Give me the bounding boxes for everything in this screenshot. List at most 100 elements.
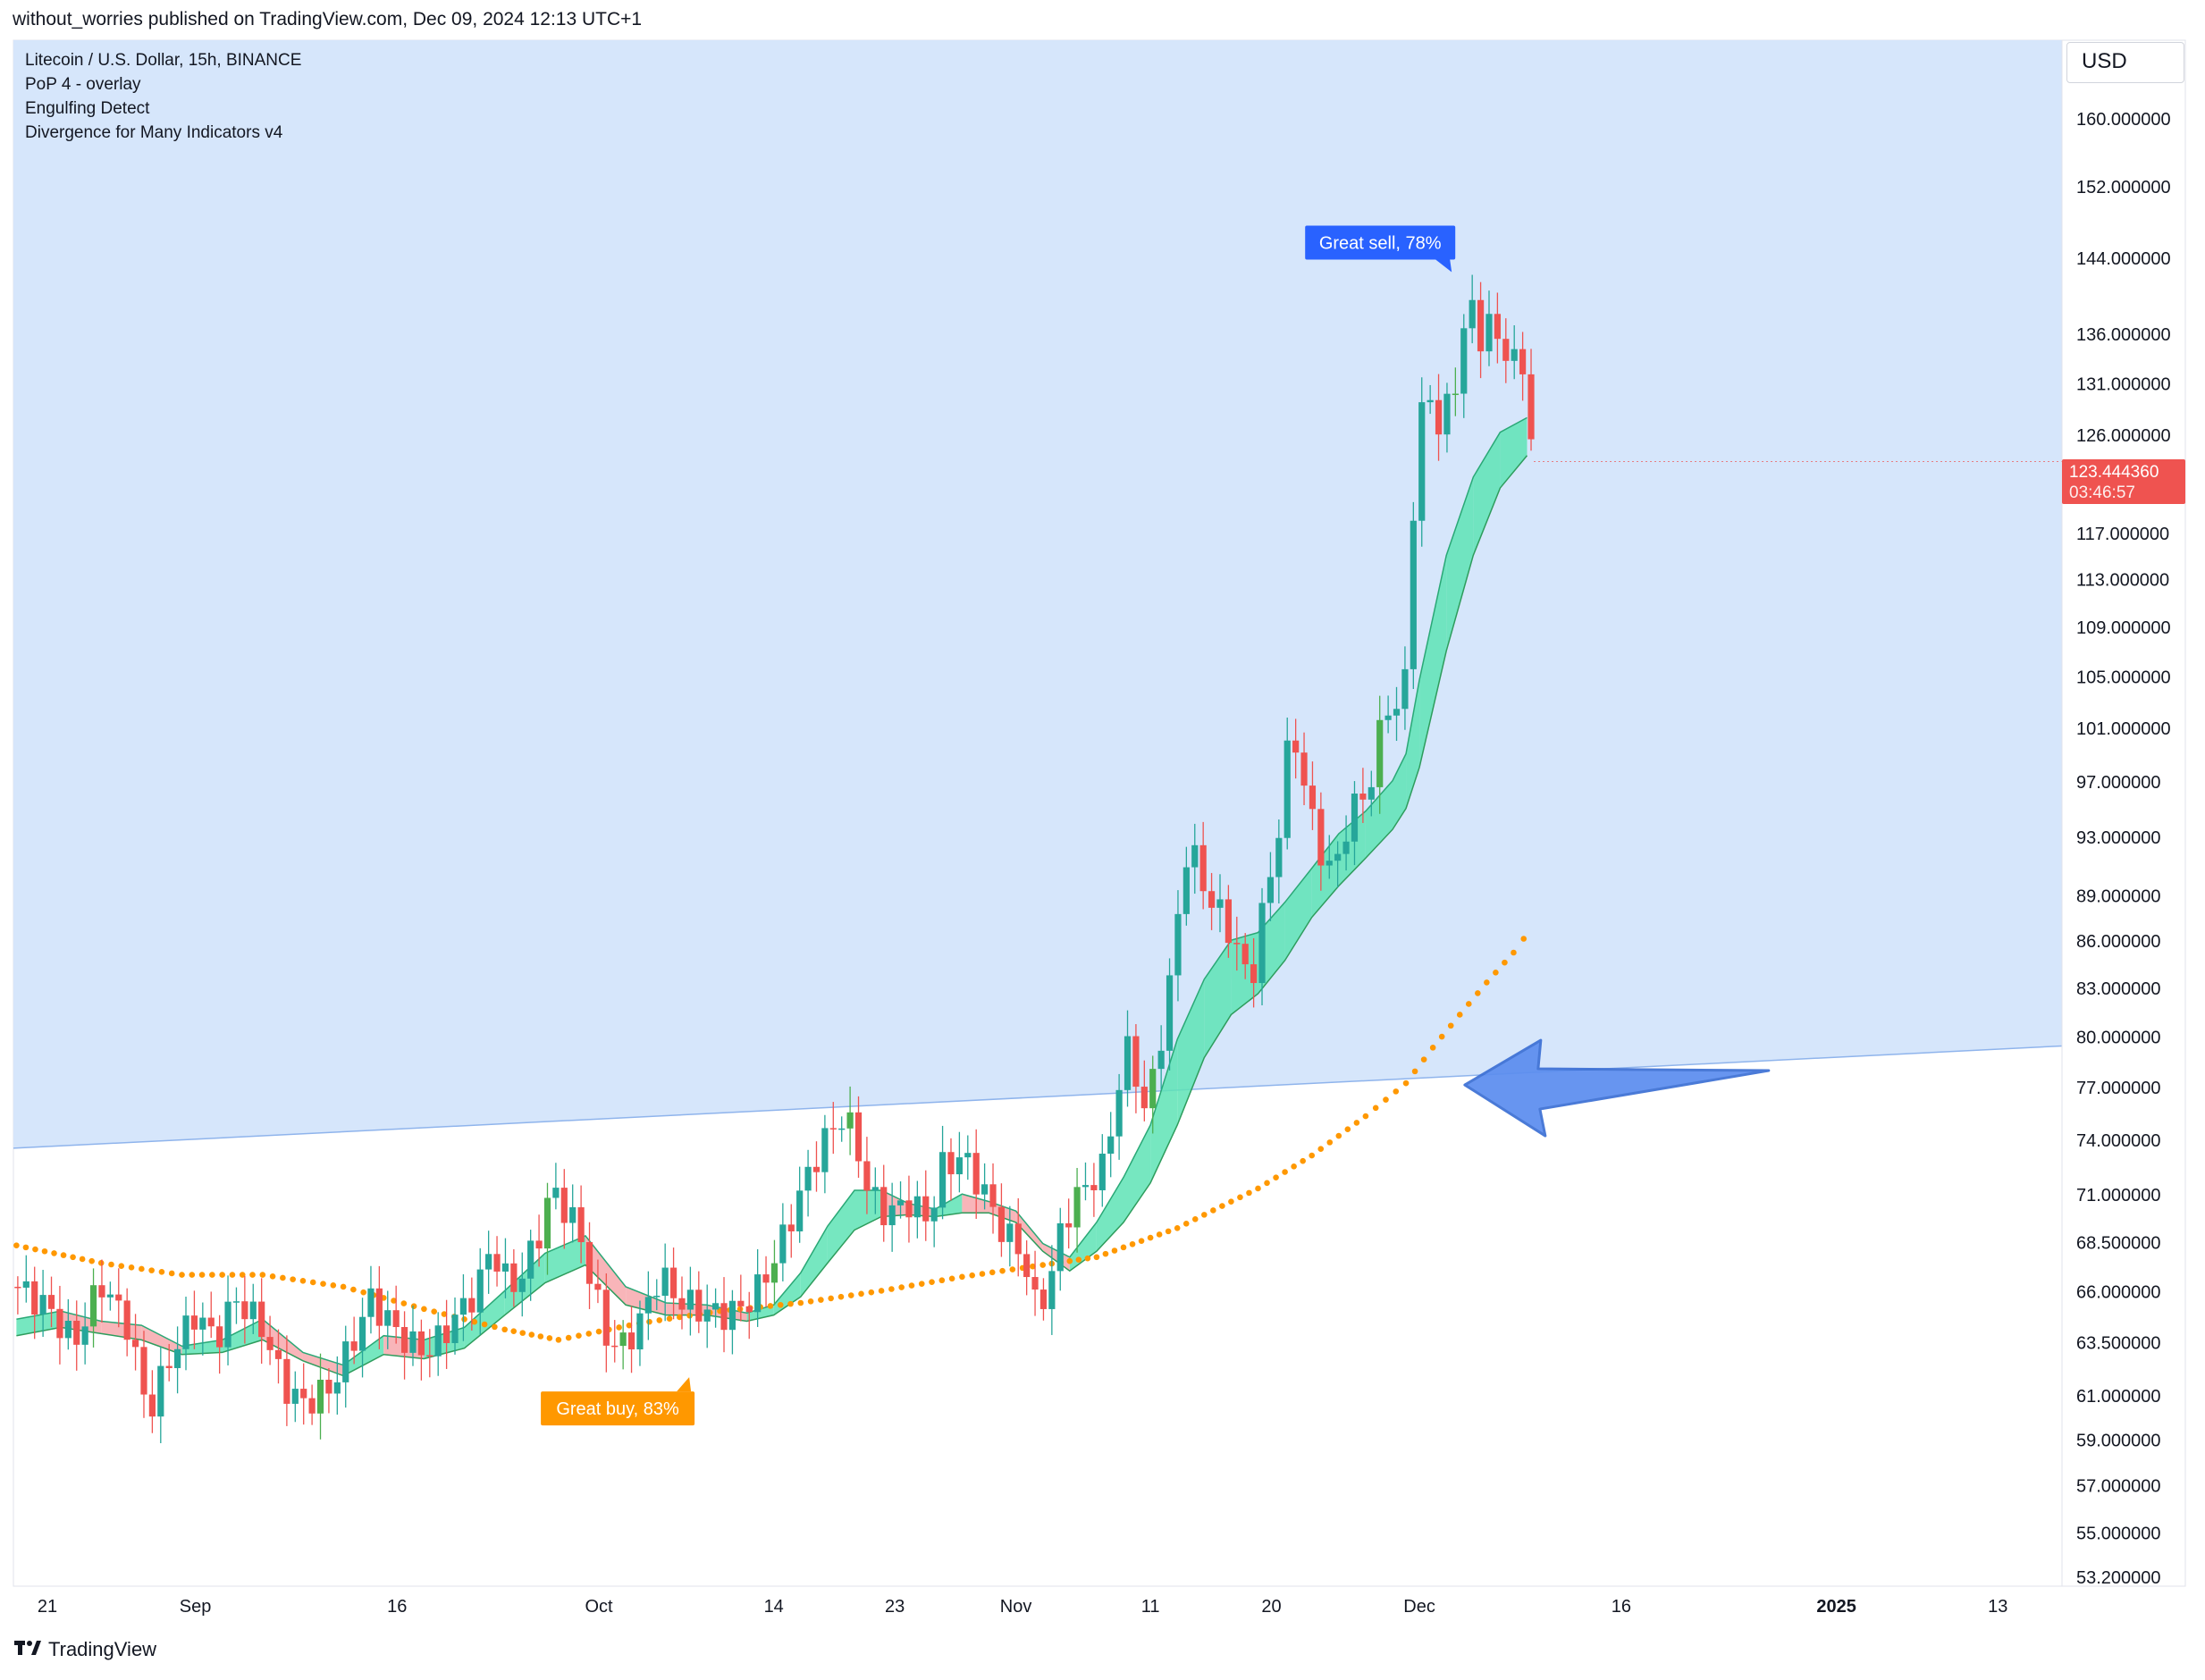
candle[interactable] bbox=[804, 1149, 812, 1217]
candle[interactable] bbox=[358, 1298, 366, 1378]
candle[interactable] bbox=[1216, 874, 1224, 933]
candle[interactable] bbox=[838, 1116, 846, 1142]
candle[interactable] bbox=[1039, 1278, 1048, 1321]
candle[interactable] bbox=[1014, 1197, 1022, 1277]
candle[interactable] bbox=[342, 1325, 349, 1408]
candle[interactable] bbox=[1073, 1168, 1081, 1253]
candle[interactable] bbox=[602, 1273, 610, 1373]
candle[interactable] bbox=[577, 1185, 585, 1264]
currency-selector[interactable]: USD bbox=[2066, 42, 2184, 83]
candle[interactable] bbox=[241, 1275, 248, 1344]
candle[interactable] bbox=[1519, 332, 1527, 401]
candle[interactable] bbox=[1460, 314, 1468, 418]
candle[interactable] bbox=[1006, 1205, 1014, 1267]
candle[interactable] bbox=[89, 1268, 97, 1348]
candle[interactable] bbox=[485, 1231, 492, 1294]
candle[interactable] bbox=[1199, 821, 1207, 910]
candle[interactable] bbox=[1258, 887, 1266, 1005]
candle[interactable] bbox=[594, 1259, 602, 1304]
candle[interactable] bbox=[434, 1312, 442, 1376]
candle[interactable] bbox=[1048, 1245, 1056, 1335]
candle[interactable] bbox=[636, 1300, 644, 1366]
candle[interactable] bbox=[157, 1346, 164, 1443]
candle[interactable] bbox=[644, 1271, 652, 1340]
candle[interactable] bbox=[1174, 890, 1182, 1002]
candle[interactable] bbox=[73, 1300, 80, 1371]
candle[interactable] bbox=[1410, 501, 1417, 689]
candle[interactable] bbox=[47, 1276, 55, 1328]
candle[interactable] bbox=[972, 1129, 980, 1219]
candle[interactable] bbox=[207, 1291, 215, 1339]
candle[interactable] bbox=[216, 1315, 223, 1374]
candle[interactable] bbox=[1401, 646, 1409, 730]
candle[interactable] bbox=[1342, 815, 1350, 871]
candle[interactable] bbox=[1031, 1250, 1039, 1316]
candle[interactable] bbox=[678, 1276, 686, 1330]
candle[interactable] bbox=[258, 1278, 265, 1365]
candle[interactable] bbox=[1334, 841, 1342, 888]
candle[interactable] bbox=[1418, 377, 1426, 547]
sell-signal-label[interactable]: Great sell, 78% bbox=[1305, 225, 1456, 273]
candle[interactable] bbox=[888, 1182, 896, 1252]
legend-indicator-divergence[interactable]: Divergence for Many Indicators v4 bbox=[25, 123, 283, 142]
candle[interactable] bbox=[1124, 1010, 1132, 1107]
candle[interactable] bbox=[1359, 768, 1367, 823]
candle[interactable] bbox=[796, 1166, 804, 1243]
footer-brand[interactable]: TradingView bbox=[14, 1638, 156, 1661]
candle[interactable] bbox=[123, 1288, 130, 1357]
candle[interactable] bbox=[535, 1214, 543, 1267]
candle[interactable] bbox=[955, 1131, 963, 1193]
candle[interactable] bbox=[199, 1302, 206, 1356]
candle[interactable] bbox=[854, 1096, 863, 1178]
candle[interactable] bbox=[1452, 367, 1459, 416]
legend-indicator-pop4[interactable]: PoP 4 - overlay bbox=[25, 75, 141, 94]
candle[interactable] bbox=[131, 1314, 139, 1371]
candle[interactable] bbox=[316, 1353, 324, 1440]
candle[interactable] bbox=[1443, 382, 1451, 453]
candle[interactable] bbox=[543, 1182, 551, 1275]
candle[interactable] bbox=[1149, 1055, 1157, 1134]
candle[interactable] bbox=[249, 1283, 257, 1334]
candle[interactable] bbox=[997, 1183, 1006, 1257]
candle[interactable] bbox=[913, 1180, 921, 1239]
candle[interactable] bbox=[1309, 761, 1317, 830]
candle[interactable] bbox=[627, 1306, 635, 1373]
candle[interactable] bbox=[1225, 885, 1232, 958]
candle[interactable] bbox=[493, 1236, 501, 1287]
candle[interactable] bbox=[661, 1243, 669, 1322]
candle[interactable] bbox=[140, 1331, 147, 1418]
candle[interactable] bbox=[417, 1319, 425, 1381]
candle[interactable] bbox=[720, 1277, 728, 1353]
candle[interactable] bbox=[880, 1164, 888, 1242]
candle[interactable] bbox=[232, 1287, 240, 1324]
candle[interactable] bbox=[871, 1167, 879, 1214]
candle[interactable] bbox=[1157, 1025, 1165, 1090]
candle[interactable] bbox=[712, 1288, 720, 1328]
candle[interactable] bbox=[585, 1222, 593, 1309]
resistance-trendline[interactable] bbox=[13, 1045, 2063, 1149]
candle[interactable] bbox=[384, 1290, 391, 1349]
candle[interactable] bbox=[1292, 718, 1300, 779]
candle[interactable] bbox=[148, 1370, 156, 1433]
candle[interactable] bbox=[190, 1290, 198, 1349]
candle[interactable] bbox=[409, 1305, 417, 1366]
candle[interactable] bbox=[669, 1247, 677, 1320]
candle[interactable] bbox=[1250, 937, 1258, 1008]
candle[interactable] bbox=[274, 1329, 282, 1384]
candle[interactable] bbox=[1351, 781, 1359, 866]
candle[interactable] bbox=[1166, 958, 1174, 1071]
candle[interactable] bbox=[728, 1289, 736, 1355]
candle[interactable] bbox=[392, 1285, 400, 1344]
candle[interactable] bbox=[1065, 1198, 1073, 1249]
candle[interactable] bbox=[1427, 384, 1434, 415]
candle[interactable] bbox=[745, 1291, 753, 1340]
candle[interactable] bbox=[762, 1256, 770, 1307]
legend-indicator-engulfing[interactable]: Engulfing Detect bbox=[25, 99, 150, 118]
candle[interactable] bbox=[224, 1275, 231, 1365]
candle[interactable] bbox=[1283, 718, 1291, 850]
candle[interactable] bbox=[527, 1230, 534, 1301]
candle[interactable] bbox=[1511, 325, 1518, 380]
candle[interactable] bbox=[770, 1239, 778, 1306]
candle[interactable] bbox=[703, 1284, 711, 1348]
